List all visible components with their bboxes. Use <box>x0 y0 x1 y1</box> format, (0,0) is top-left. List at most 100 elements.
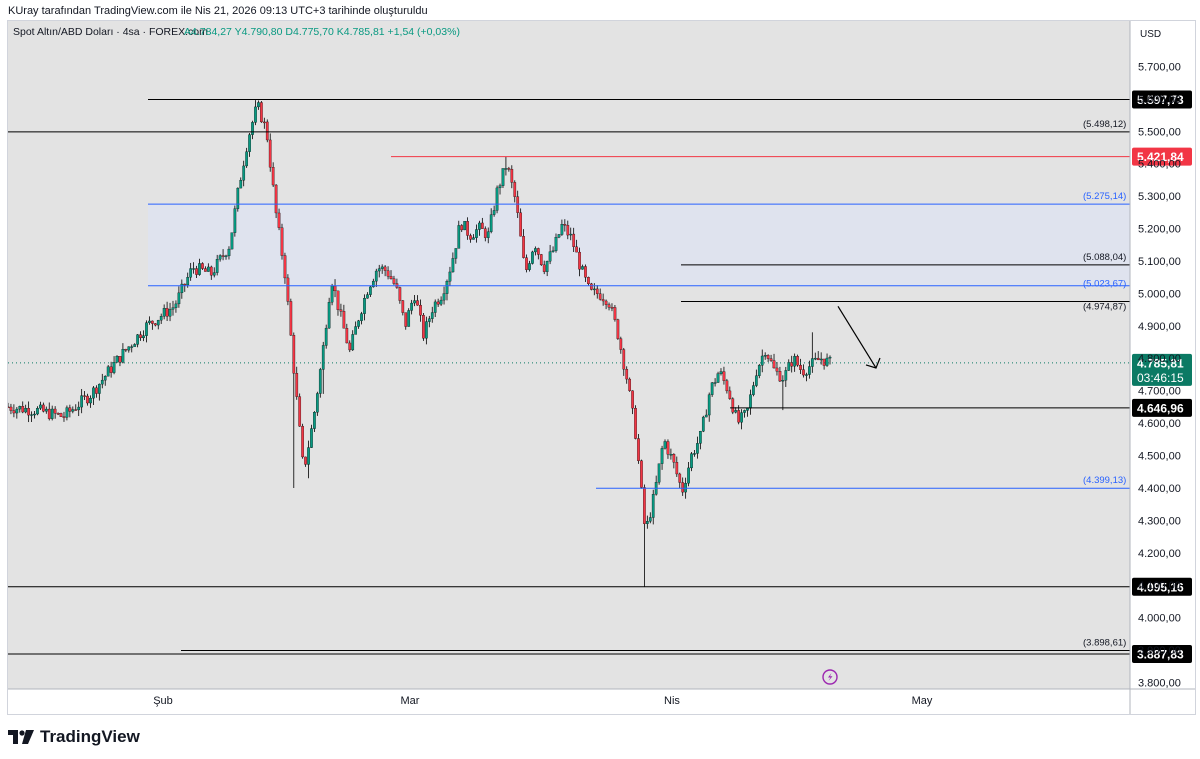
candle <box>298 393 302 427</box>
candle <box>595 285 599 299</box>
candle <box>666 439 670 459</box>
level-label: (4.399,13) <box>1083 475 1126 486</box>
candle <box>575 239 578 253</box>
candle <box>825 353 829 367</box>
candle <box>224 254 228 260</box>
candle <box>92 385 95 405</box>
candle <box>640 459 643 489</box>
candle <box>363 294 366 321</box>
candle <box>808 360 811 379</box>
y-tick-label: 5.100,00 <box>1138 256 1181 268</box>
candle <box>180 279 184 299</box>
candle <box>419 299 422 322</box>
candle <box>601 293 605 306</box>
candle <box>557 234 561 239</box>
candle <box>669 448 673 460</box>
candle <box>377 264 381 278</box>
candle <box>542 260 546 275</box>
y-tick-label: 5.700,00 <box>1138 61 1181 73</box>
candle <box>492 205 496 217</box>
candle <box>386 266 390 280</box>
projection-arrow[interactable] <box>837 306 881 369</box>
candle <box>136 334 139 348</box>
candle <box>271 162 275 187</box>
candle <box>262 117 266 129</box>
y-tick-label: 4.400,00 <box>1138 483 1181 495</box>
candle <box>74 404 78 411</box>
price-badge: 4.095,16 <box>1132 577 1192 596</box>
candle <box>460 224 464 233</box>
candle <box>227 246 231 260</box>
candle <box>201 262 204 270</box>
candle <box>18 405 22 413</box>
candle <box>289 298 293 336</box>
candle <box>215 254 219 276</box>
svg-text:5.597,73: 5.597,73 <box>1137 93 1184 107</box>
candle <box>127 346 131 353</box>
candle <box>616 318 620 340</box>
candle <box>563 219 567 232</box>
candle <box>590 282 593 291</box>
candle <box>295 366 299 400</box>
candle <box>65 405 69 421</box>
candle <box>495 185 499 214</box>
chart-svg[interactable]: 5.597,73 (5.498,12) 5.421,84 (5.275,14) (5.0… <box>8 21 1195 714</box>
candle <box>401 300 405 316</box>
candle <box>59 412 63 418</box>
event-lightning-icon[interactable] <box>822 669 838 685</box>
candle <box>351 330 355 351</box>
candle <box>696 436 699 459</box>
candle <box>15 407 19 419</box>
candle <box>174 300 178 313</box>
svg-text:3.887,83: 3.887,83 <box>1137 648 1184 662</box>
candle <box>781 375 785 411</box>
candle <box>39 401 42 410</box>
candle <box>36 406 39 416</box>
candle <box>522 229 525 259</box>
y-tick-label: 4.300,00 <box>1138 515 1181 527</box>
candle <box>725 378 729 394</box>
candle <box>469 233 472 243</box>
candle <box>233 205 237 237</box>
candle <box>578 247 581 277</box>
candle <box>195 265 198 278</box>
candle <box>822 358 826 370</box>
candle <box>554 233 558 253</box>
chart-panel[interactable]: 5.597,73 (5.498,12) 5.421,84 (5.275,14) (5.0… <box>7 20 1196 715</box>
candle <box>775 362 779 376</box>
candle <box>716 371 720 383</box>
supply-zone <box>148 204 1130 286</box>
candle <box>728 386 732 400</box>
y-tick-label: 4.900,00 <box>1138 321 1181 333</box>
candle <box>115 355 119 363</box>
y-tick-label: 4.800,00 <box>1138 353 1181 365</box>
plot-area[interactable] <box>8 21 1130 689</box>
candle <box>760 349 764 373</box>
candle <box>448 266 452 286</box>
candle <box>433 299 437 318</box>
candle <box>109 361 113 378</box>
candle <box>221 249 225 261</box>
candle <box>610 303 614 312</box>
currency-label: USD <box>1140 29 1161 40</box>
price-badge: 5.421,84 <box>1132 147 1192 166</box>
candle <box>21 401 25 414</box>
candle <box>189 262 193 281</box>
candle <box>62 411 66 422</box>
candle <box>133 343 137 347</box>
candle <box>245 147 248 168</box>
last-price-value: 4.785,81 <box>1137 356 1184 370</box>
candle <box>707 392 711 422</box>
candle <box>124 348 128 353</box>
candle <box>425 316 428 345</box>
candle <box>528 260 531 272</box>
candle <box>701 415 705 433</box>
candle <box>784 366 788 387</box>
candle <box>283 252 287 284</box>
tradingview-brand: TradingView <box>40 727 140 746</box>
tradingview-logo-icon <box>8 730 34 744</box>
legend-ohlc: A4.784,27 Y4.790,80 D4.775,70 K4.785,81 … <box>184 26 460 38</box>
candle <box>672 453 676 469</box>
candle <box>218 254 222 262</box>
candle <box>360 311 363 325</box>
